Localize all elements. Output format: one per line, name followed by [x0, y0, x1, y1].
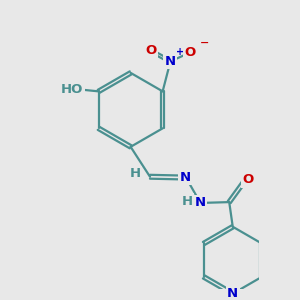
Text: N: N	[227, 287, 238, 300]
Text: HO: HO	[61, 83, 83, 96]
Text: H: H	[130, 167, 141, 180]
Text: O: O	[184, 46, 195, 59]
Text: N: N	[180, 171, 191, 184]
Text: N: N	[165, 55, 176, 68]
Text: N: N	[195, 196, 206, 209]
Text: O: O	[243, 173, 254, 186]
Text: +: +	[176, 47, 184, 57]
Text: H: H	[182, 194, 193, 208]
Text: −: −	[200, 38, 209, 48]
Text: O: O	[146, 44, 157, 57]
